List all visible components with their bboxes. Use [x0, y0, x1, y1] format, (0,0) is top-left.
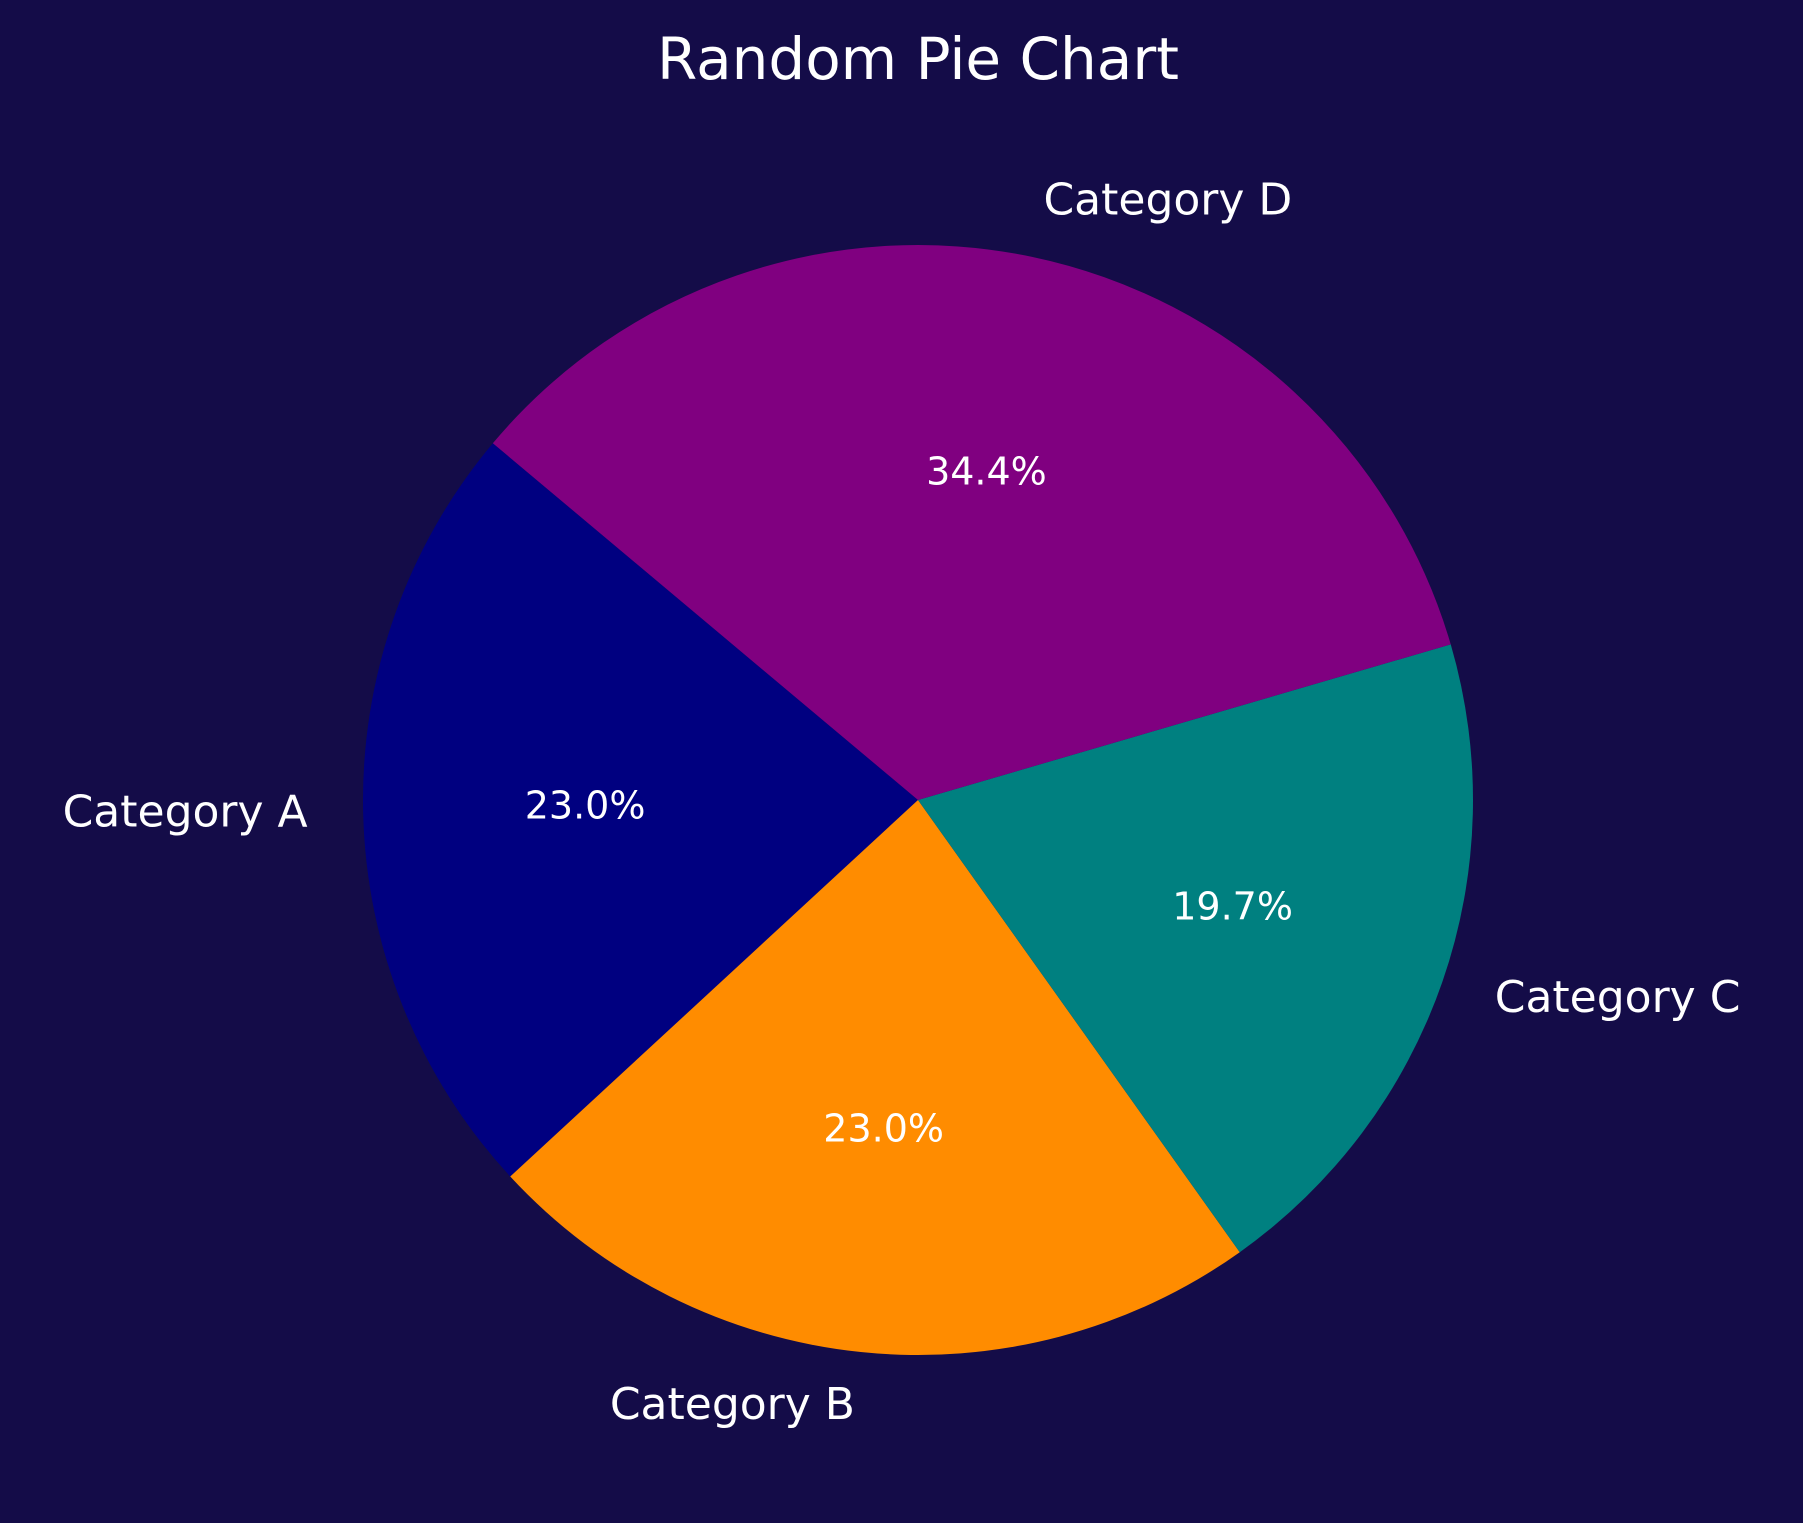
pie-slices	[363, 244, 1474, 1355]
category-label: Category B	[610, 1379, 855, 1430]
pie-slice-category-a	[363, 443, 918, 1177]
percent-label: 23.0%	[823, 1107, 944, 1151]
percent-label: 19.7%	[1172, 885, 1293, 929]
percent-label: 34.4%	[926, 450, 1047, 494]
pie-slice-category-b	[510, 800, 1240, 1355]
chart-title: Random Pie Chart	[657, 25, 1179, 93]
category-label: Category A	[63, 786, 308, 837]
category-label: Category D	[1043, 175, 1292, 226]
percent-label: 23.0%	[525, 783, 646, 827]
pie-slice-category-c	[918, 644, 1474, 1253]
category-label: Category C	[1495, 972, 1741, 1023]
pie-labels: Category A 23.0% Category B 23.0% Category C…	[63, 175, 1741, 1431]
pie-slice-category-d	[492, 244, 1451, 800]
